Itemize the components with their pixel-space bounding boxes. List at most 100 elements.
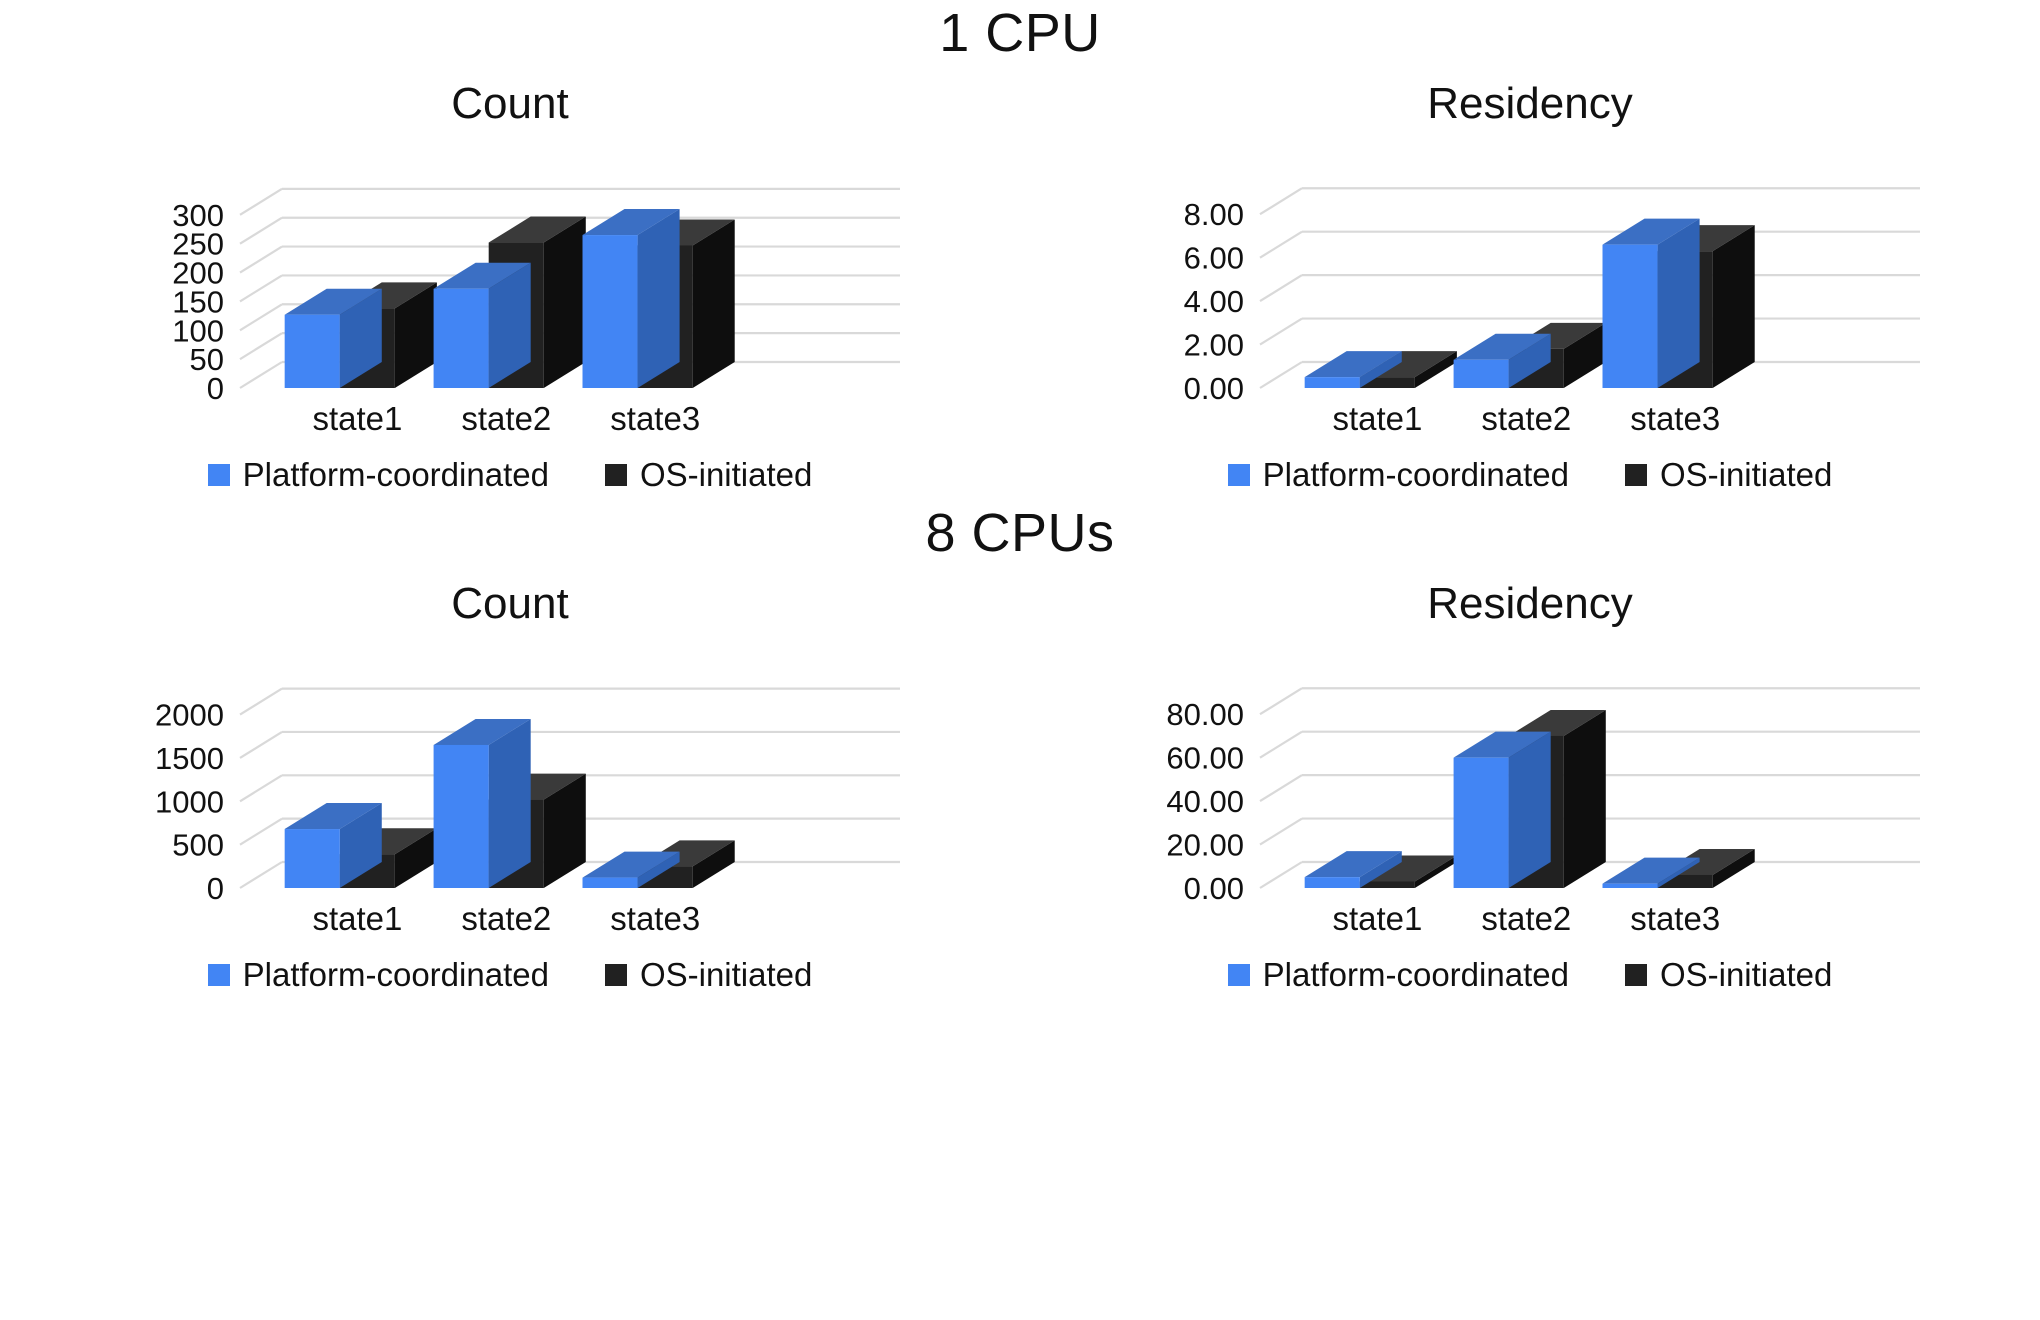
plot-cpu1-residency: 0.00 2.00 4.00 6.00 8.00 state1 state2 state3 bbox=[1130, 146, 1930, 446]
bar bbox=[433, 262, 531, 388]
bar bbox=[582, 209, 680, 388]
legend-swatch-os-initiated bbox=[1624, 463, 1647, 486]
x-tick-label: state2 bbox=[1481, 400, 1571, 437]
chart-title-cpu8-count: Count bbox=[451, 579, 569, 628]
x-axis-tick-labels: state1 state2 state3 bbox=[312, 400, 700, 437]
y-axis-tick-labels: 0.00 20.00 40.00 60.00 80.00 bbox=[1166, 697, 1244, 906]
y-tick-label: 4.00 bbox=[1184, 284, 1244, 319]
y-tick-label: 200 bbox=[172, 256, 224, 291]
gridlines bbox=[239, 687, 900, 889]
legend-swatch-platform-coordinated bbox=[207, 963, 230, 986]
x-tick-label: state2 bbox=[1481, 900, 1571, 937]
section-title-1-cpu: 1 CPU bbox=[939, 3, 1101, 63]
x-axis-tick-labels: state1 state2 state3 bbox=[1332, 400, 1720, 437]
legend-swatch-platform-coordinated bbox=[1227, 963, 1250, 986]
legend-cpu8-count: Platform-coordinated OS-initiated bbox=[0, 958, 1020, 991]
x-tick-label: state1 bbox=[1332, 900, 1422, 937]
chart-svg: 0.00 2.00 4.00 6.00 8.00 state1 state2 state3 bbox=[1184, 187, 1920, 437]
bar bbox=[1359, 855, 1457, 888]
y-tick-label: 2000 bbox=[155, 698, 224, 733]
section-1-cpu: 1 CPU Count 0 50 100 150 200 250 300 state1 stat… bbox=[0, 6, 2040, 491]
legend-label-os-initiated: OS-initiated bbox=[639, 456, 813, 493]
y-tick-label: 500 bbox=[172, 828, 224, 863]
legend-entry-os-initiated[interactable]: OS-initiated bbox=[1624, 456, 1833, 493]
x-tick-label: state1 bbox=[312, 900, 402, 937]
y-tick-label: 8.00 bbox=[1184, 197, 1244, 232]
charts-row-1-cpu: Count 0 50 100 150 200 250 300 state1 state2 stat… bbox=[0, 82, 2040, 491]
legend-label-platform-coordinated: Platform-coordinated bbox=[242, 456, 549, 493]
legend-cpu1-residency: Platform-coordinated OS-initiated bbox=[1020, 458, 2040, 491]
x-axis-tick-labels: state1 state2 state3 bbox=[1332, 900, 1720, 937]
legend-entry-platform-coordinated[interactable]: Platform-coordinated bbox=[207, 456, 549, 493]
bar bbox=[1304, 851, 1402, 888]
bar bbox=[284, 803, 382, 888]
legend-label-os-initiated: OS-initiated bbox=[1659, 956, 1833, 993]
chart-cell-cpu1-residency: Residency 0.00 2.00 4.00 6.00 8.00 state1 stat… bbox=[1020, 82, 2040, 491]
chart-svg: 0 500 1000 1500 2000 state1 state2 state3 bbox=[155, 687, 900, 937]
y-tick-label: 2.00 bbox=[1184, 328, 1244, 363]
legend-label-os-initiated: OS-initiated bbox=[639, 956, 813, 993]
legend-entry-os-initiated[interactable]: OS-initiated bbox=[1624, 956, 1833, 993]
chart-title-cpu1-count: Count bbox=[451, 79, 569, 128]
x-tick-label: state3 bbox=[1630, 400, 1720, 437]
charts-row-8-cpus: Count 0 500 1000 1500 2000 state1 state2 state3… bbox=[0, 582, 2040, 991]
y-tick-label: 50 bbox=[190, 342, 224, 377]
y-tick-label: 60.00 bbox=[1166, 741, 1244, 776]
legend-label-platform-coordinated: Platform-coordinated bbox=[1262, 956, 1569, 993]
bar bbox=[1602, 857, 1700, 888]
legend-swatch-os-initiated bbox=[604, 463, 627, 486]
x-tick-label: state2 bbox=[461, 400, 551, 437]
y-tick-label: 300 bbox=[172, 198, 224, 233]
x-tick-label: state3 bbox=[610, 400, 700, 437]
legend-swatch-os-initiated bbox=[604, 963, 627, 986]
legend-entry-os-initiated[interactable]: OS-initiated bbox=[604, 956, 813, 993]
x-axis-tick-labels: state1 state2 state3 bbox=[312, 900, 700, 937]
legend-swatch-platform-coordinated bbox=[207, 463, 230, 486]
bars bbox=[284, 209, 735, 388]
y-tick-label: 0 bbox=[207, 871, 224, 906]
y-tick-label: 1000 bbox=[155, 784, 224, 819]
plot-cpu1-count: 0 50 100 150 200 250 300 state1 state2 state3 bbox=[110, 146, 910, 446]
bars bbox=[1304, 218, 1755, 388]
gridlines bbox=[1259, 687, 1920, 889]
y-axis-tick-labels: 0 500 1000 1500 2000 bbox=[155, 698, 224, 906]
y-tick-label: 0.00 bbox=[1184, 871, 1244, 906]
y-tick-label: 40.00 bbox=[1166, 784, 1244, 819]
y-tick-label: 6.00 bbox=[1184, 241, 1244, 276]
y-tick-label: 0.00 bbox=[1184, 371, 1244, 406]
x-tick-label: state1 bbox=[312, 400, 402, 437]
bar bbox=[582, 851, 680, 888]
bar bbox=[1453, 731, 1551, 888]
legend-cpu1-count: Platform-coordinated OS-initiated bbox=[0, 458, 1020, 491]
bar bbox=[284, 288, 382, 388]
y-axis-tick-labels: 0.00 2.00 4.00 6.00 8.00 bbox=[1184, 197, 1244, 406]
chart-cell-cpu1-count: Count 0 50 100 150 200 250 300 state1 state2 stat… bbox=[0, 82, 1020, 491]
x-tick-label: state3 bbox=[610, 900, 700, 937]
y-tick-label: 250 bbox=[172, 227, 224, 262]
y-tick-label: 80.00 bbox=[1166, 697, 1244, 732]
legend-entry-platform-coordinated[interactable]: Platform-coordinated bbox=[207, 956, 549, 993]
x-tick-label: state1 bbox=[1332, 400, 1422, 437]
x-tick-label: state2 bbox=[461, 900, 551, 937]
bars bbox=[1304, 709, 1755, 888]
chart-cell-cpu8-residency: Residency 0.00 20.00 40.00 60.00 80.00 state1… bbox=[1020, 582, 2040, 991]
legend-entry-platform-coordinated[interactable]: Platform-coordinated bbox=[1227, 456, 1569, 493]
bar bbox=[1602, 218, 1700, 388]
legend-label-os-initiated: OS-initiated bbox=[1659, 456, 1833, 493]
section-8-cpus: 8 CPUs Count 0 500 1000 1500 2000 state1 state… bbox=[0, 506, 2040, 991]
legend-swatch-os-initiated bbox=[1624, 963, 1647, 986]
chart-title-cpu8-residency: Residency bbox=[1427, 579, 1633, 628]
legend-label-platform-coordinated: Platform-coordinated bbox=[242, 956, 549, 993]
chart-cell-cpu8-count: Count 0 500 1000 1500 2000 state1 state2 state3… bbox=[0, 582, 1020, 991]
legend-entry-platform-coordinated[interactable]: Platform-coordinated bbox=[1227, 956, 1569, 993]
y-tick-label: 150 bbox=[172, 284, 224, 319]
y-tick-label: 0 bbox=[207, 371, 224, 406]
legend-label-platform-coordinated: Platform-coordinated bbox=[1262, 456, 1569, 493]
y-tick-label: 1500 bbox=[155, 741, 224, 776]
bar bbox=[1304, 351, 1402, 388]
legend-entry-os-initiated[interactable]: OS-initiated bbox=[604, 456, 813, 493]
